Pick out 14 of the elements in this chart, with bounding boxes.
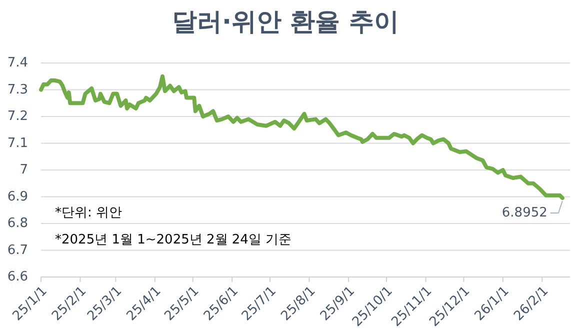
annotation: *단위: 위안 (55, 206, 122, 221)
y-tick-label: 7.4 (7, 56, 28, 71)
annotation: 6.8952 (502, 206, 548, 221)
annotation: *2025년 1월 1~2025년 2월 24일 기준 (55, 232, 292, 248)
y-tick-label: 6.8 (7, 216, 28, 232)
line-series (39, 74, 564, 200)
y-tick-label: 7.1 (7, 136, 28, 151)
y-tick-label: 7.3 (7, 82, 28, 98)
y-tick-label: 6.6 (7, 270, 28, 285)
y-tick-label: 7 (20, 162, 28, 178)
y-tick-label: 6.7 (7, 242, 28, 258)
y-tick-label: 6.9 (7, 189, 28, 204)
y-tick-label: 7.2 (7, 109, 28, 124)
chart-title: 달러·위안 환율 추이 (172, 7, 399, 36)
